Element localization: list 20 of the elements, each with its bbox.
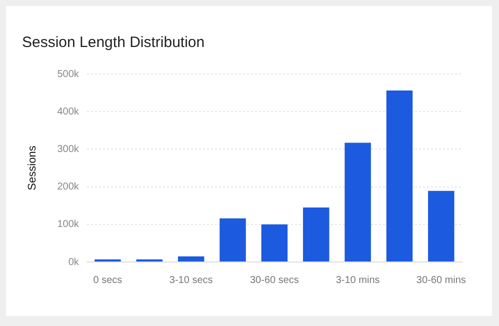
x-tick-label: 3-10 secs	[169, 274, 213, 286]
x-tick-label: 3-10 mins	[336, 274, 380, 286]
y-axis-title: Sessions	[26, 145, 39, 190]
bar	[302, 207, 330, 262]
y-tick-label: 500k	[57, 68, 80, 80]
bar	[344, 142, 371, 262]
y-tick-label: 0k	[68, 256, 80, 268]
x-tick-label: 30-60 secs	[250, 274, 299, 286]
bar	[386, 90, 413, 262]
x-tick-label: 30-60 mins	[416, 274, 466, 286]
bar	[178, 256, 204, 262]
y-tick-label: 100k	[57, 219, 80, 230]
y-tick-label: 300k	[57, 144, 80, 155]
y-tick-label: 200k	[57, 182, 80, 193]
bar	[428, 190, 454, 262]
chart-title: Session Length Distribution	[22, 34, 205, 52]
y-tick-label: 400k	[57, 106, 80, 118]
x-tick-label: 0 secs	[93, 274, 122, 286]
bar	[220, 218, 246, 262]
bar	[261, 224, 288, 262]
